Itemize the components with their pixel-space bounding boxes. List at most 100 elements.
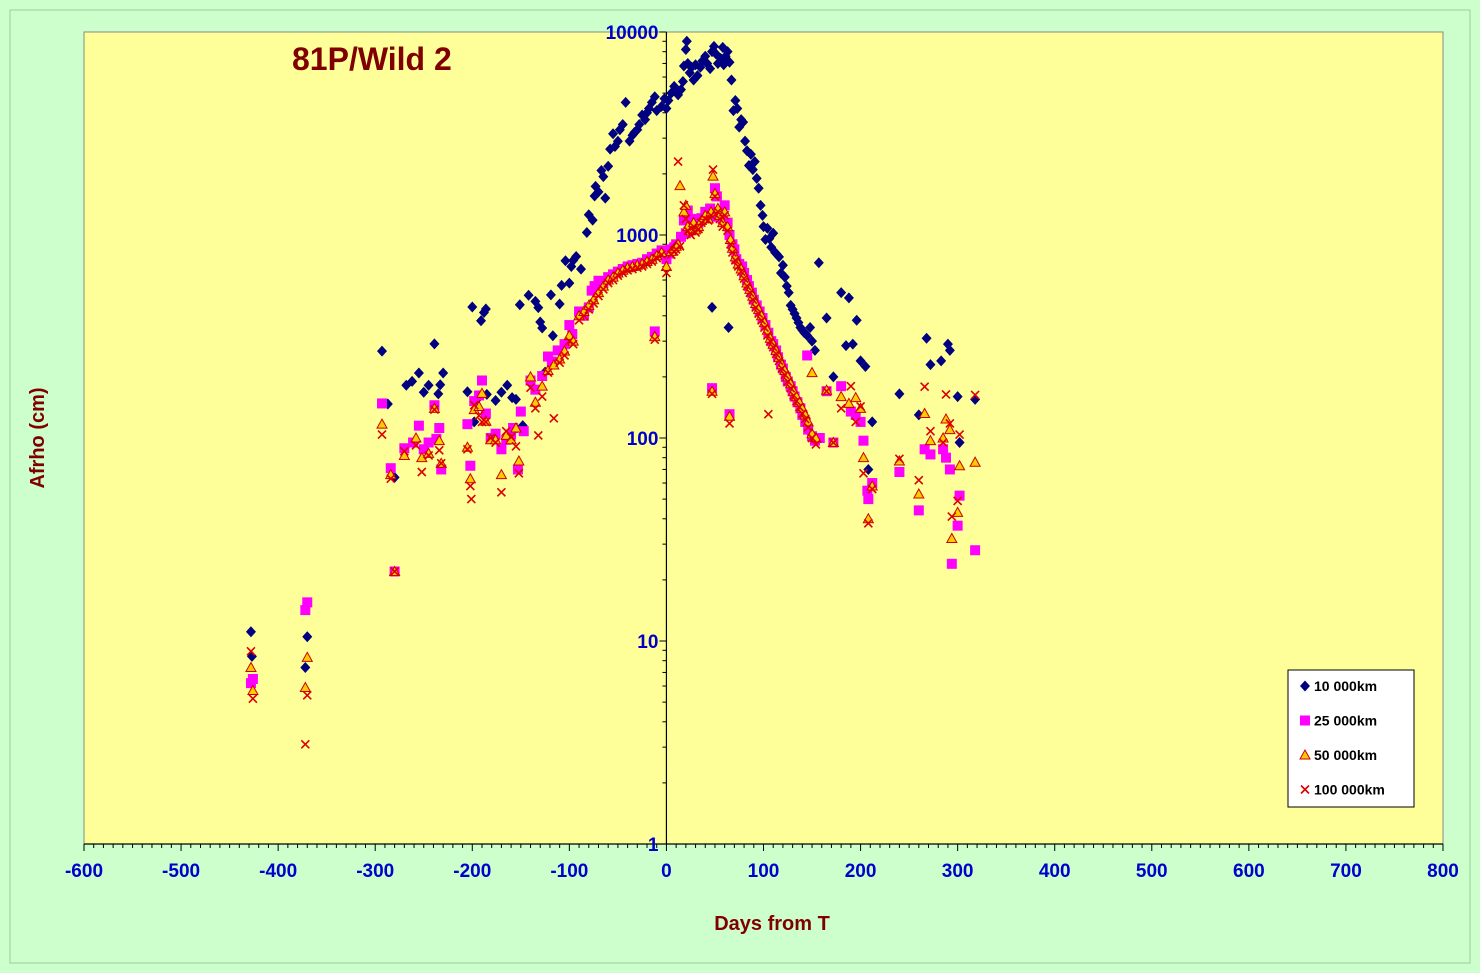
data-point (399, 446, 409, 456)
data-point (417, 467, 427, 477)
data-point (952, 520, 963, 531)
data-point (745, 148, 756, 160)
data-point (925, 449, 936, 460)
data-point (618, 268, 628, 278)
data-point (603, 278, 613, 288)
data-point (748, 295, 758, 305)
x-tick-label: -100 (550, 861, 588, 882)
data-point (777, 259, 788, 271)
data-point (722, 46, 733, 58)
data-point (723, 226, 733, 236)
legend-marker (1300, 715, 1310, 726)
data-point (543, 368, 553, 378)
data-point (465, 460, 476, 471)
data-point (464, 472, 477, 484)
data-point (794, 402, 804, 412)
data-point (399, 443, 410, 454)
data-point (707, 170, 719, 181)
data-point (970, 545, 981, 556)
data-point (525, 383, 536, 393)
data-point (763, 409, 773, 419)
data-point (754, 309, 764, 319)
data-point (423, 437, 434, 448)
data-point (506, 432, 516, 442)
data-point (836, 287, 847, 299)
data-point (681, 214, 691, 224)
data-point (724, 418, 735, 428)
data-point (248, 694, 258, 704)
chart-title: 81P/Wild 2 (292, 41, 452, 77)
data-point (765, 336, 775, 346)
data-point (856, 401, 866, 412)
data-point (862, 485, 873, 496)
x-tick-label: 300 (942, 861, 974, 882)
data-point (537, 322, 548, 334)
legend-label: 25 000km (1314, 713, 1377, 729)
data-point (490, 395, 501, 407)
data-point (858, 468, 869, 478)
data-point (433, 388, 444, 400)
data-point (247, 673, 258, 684)
data-point (559, 339, 570, 350)
data-point (510, 421, 522, 433)
data-point (302, 690, 312, 700)
data-point (791, 396, 802, 406)
data-point (533, 430, 543, 440)
data-point (634, 119, 645, 131)
data-point (807, 335, 818, 347)
data-point (705, 63, 716, 75)
data-point (642, 259, 652, 269)
data-point (756, 315, 767, 325)
data-point (693, 224, 704, 234)
data-point (434, 423, 445, 434)
data-point (751, 302, 761, 312)
data-point (560, 255, 571, 267)
data-point (462, 386, 473, 398)
data-point (855, 416, 866, 427)
data-point (556, 279, 567, 291)
data-point (660, 260, 673, 271)
data-point (462, 419, 473, 430)
data-point (771, 349, 781, 359)
data-point (894, 388, 905, 400)
data-point (920, 382, 930, 392)
data-point (554, 298, 565, 310)
data-point (682, 205, 693, 216)
data-point (246, 646, 256, 656)
data-point (836, 381, 847, 392)
data-point (564, 320, 575, 331)
data-point (490, 428, 501, 439)
data-point (863, 494, 874, 505)
data-point (851, 314, 862, 326)
data-point (675, 84, 686, 96)
data-point (802, 350, 813, 361)
data-point (536, 380, 549, 391)
x-tick-label: -300 (356, 861, 394, 882)
data-point (563, 329, 576, 340)
data-point (559, 350, 570, 361)
data-point (733, 261, 743, 272)
data-point (858, 435, 869, 446)
data-point (496, 487, 506, 497)
data-point (786, 383, 796, 393)
data-point (946, 558, 957, 569)
data-point (970, 390, 980, 400)
data-point (768, 227, 779, 239)
data-point (650, 335, 660, 345)
data-point (377, 398, 388, 409)
data-point (936, 355, 947, 367)
x-tick-label: -500 (162, 861, 200, 882)
data-point (941, 389, 951, 399)
data-point (593, 186, 604, 198)
data-point (598, 171, 609, 183)
data-point (429, 338, 440, 350)
legend-item: 25 000km (1300, 713, 1377, 729)
data-point (753, 182, 764, 194)
data-point (945, 418, 955, 428)
data-point (568, 254, 579, 266)
legend-marker (1300, 784, 1310, 795)
data-point (952, 391, 963, 403)
data-point (863, 463, 874, 475)
data-point (944, 344, 955, 356)
